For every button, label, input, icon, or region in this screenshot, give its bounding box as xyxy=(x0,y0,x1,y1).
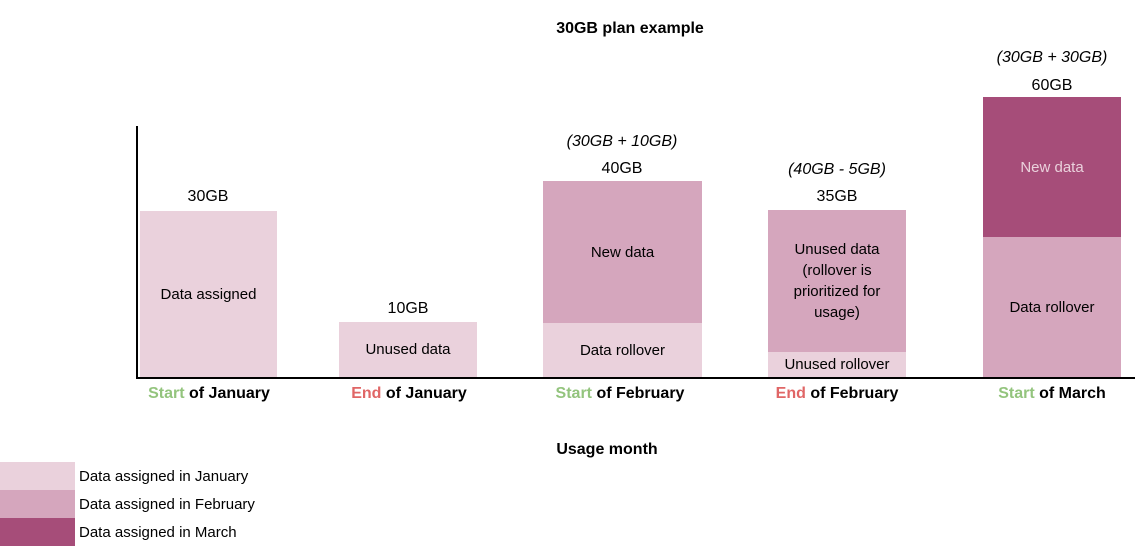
x-label-rest: of March xyxy=(1034,385,1106,402)
x-category-label: Start of January xyxy=(148,385,270,402)
legend-label: Data assigned in January xyxy=(79,467,249,485)
bar-annotation: (40GB - 5GB) xyxy=(788,161,886,178)
bar-segment-january-data: Unused data xyxy=(339,322,477,377)
x-axis-line xyxy=(136,377,1135,379)
x-label-rest: of January xyxy=(381,385,467,402)
x-label-status-word: Start xyxy=(998,385,1035,402)
bar-segment-february-data: Unused data (rollover is prioritized for… xyxy=(768,210,906,352)
bar-segment-january-rollover: Unused rollover xyxy=(768,352,906,377)
x-category-label: Start of February xyxy=(556,385,685,402)
x-category-label: End of January xyxy=(351,385,467,402)
y-axis-line xyxy=(136,126,138,379)
bar-start-of-march: New data Data rollover xyxy=(983,97,1121,377)
bar-segment-january-rollover: Data rollover xyxy=(543,323,702,377)
bar-end-of-january: Unused data xyxy=(339,322,477,377)
bar-segment-january-data: Data assigned xyxy=(140,211,277,377)
segment-label: Data assigned xyxy=(160,285,257,303)
chart-title: 30GB plan example xyxy=(556,20,704,37)
segment-label: Data rollover xyxy=(579,341,666,359)
bar-total-label: 10GB xyxy=(387,300,429,317)
legend-label: Data assigned in February xyxy=(79,495,255,513)
legend: Data assigned in January Data assigned i… xyxy=(0,462,255,546)
x-label-status-word: Start xyxy=(148,385,185,402)
bar-segment-february-rollover: Data rollover xyxy=(983,237,1121,377)
bar-segment-march-data: New data xyxy=(983,97,1121,237)
x-label-status-word: Start xyxy=(555,385,592,402)
legend-item-january: Data assigned in January xyxy=(0,462,255,490)
legend-swatch-march xyxy=(0,518,75,546)
bar-total-label: 60GB xyxy=(1031,77,1073,94)
segment-label: Unused rollover xyxy=(784,356,890,373)
bar-end-of-february: Unused data (rollover is prioritized for… xyxy=(768,210,906,377)
bar-segment-february-data: New data xyxy=(543,181,702,323)
segment-label: New data xyxy=(590,243,655,261)
legend-item-february: Data assigned in February xyxy=(0,490,255,518)
segment-label: Unused data xyxy=(365,341,451,358)
x-label-rest: of February xyxy=(805,385,899,402)
legend-swatch-january xyxy=(0,462,75,490)
bar-start-of-january: Data assigned xyxy=(140,211,277,377)
x-axis-title: Usage month xyxy=(556,441,658,458)
segment-label: Unused data (rollover is prioritized for… xyxy=(793,241,881,321)
x-label-status-word: End xyxy=(351,385,382,402)
bar-start-of-february: New data Data rollover xyxy=(543,181,702,377)
bar-total-label: 40GB xyxy=(601,160,643,177)
segment-label: New data xyxy=(1020,158,1084,176)
x-label-rest: of February xyxy=(591,385,685,402)
x-label-status-word: End xyxy=(775,385,806,402)
bar-total-label: 30GB xyxy=(187,188,229,205)
x-category-label: End of February xyxy=(776,385,899,402)
legend-item-march: Data assigned in March xyxy=(0,518,255,546)
x-category-label: Start of March xyxy=(998,385,1106,402)
bar-annotation: (30GB + 10GB) xyxy=(566,133,678,150)
bar-annotation: (30GB + 30GB) xyxy=(996,49,1108,66)
bar-total-label: 35GB xyxy=(816,188,858,205)
segment-label: Data rollover xyxy=(1009,298,1095,316)
legend-label: Data assigned in March xyxy=(79,523,237,541)
x-label-rest: of January xyxy=(184,385,270,402)
legend-swatch-february xyxy=(0,490,75,518)
